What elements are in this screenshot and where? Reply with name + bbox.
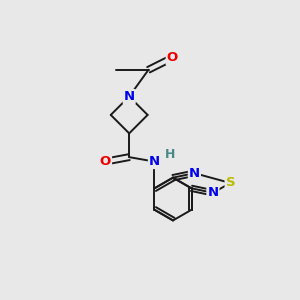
- Text: N: N: [149, 155, 160, 168]
- Text: O: O: [167, 51, 178, 64]
- Text: N: N: [207, 186, 218, 199]
- Text: H: H: [165, 148, 175, 161]
- Text: S: S: [226, 176, 235, 190]
- Text: N: N: [189, 167, 200, 180]
- Text: N: N: [124, 90, 135, 103]
- Text: O: O: [100, 155, 111, 168]
